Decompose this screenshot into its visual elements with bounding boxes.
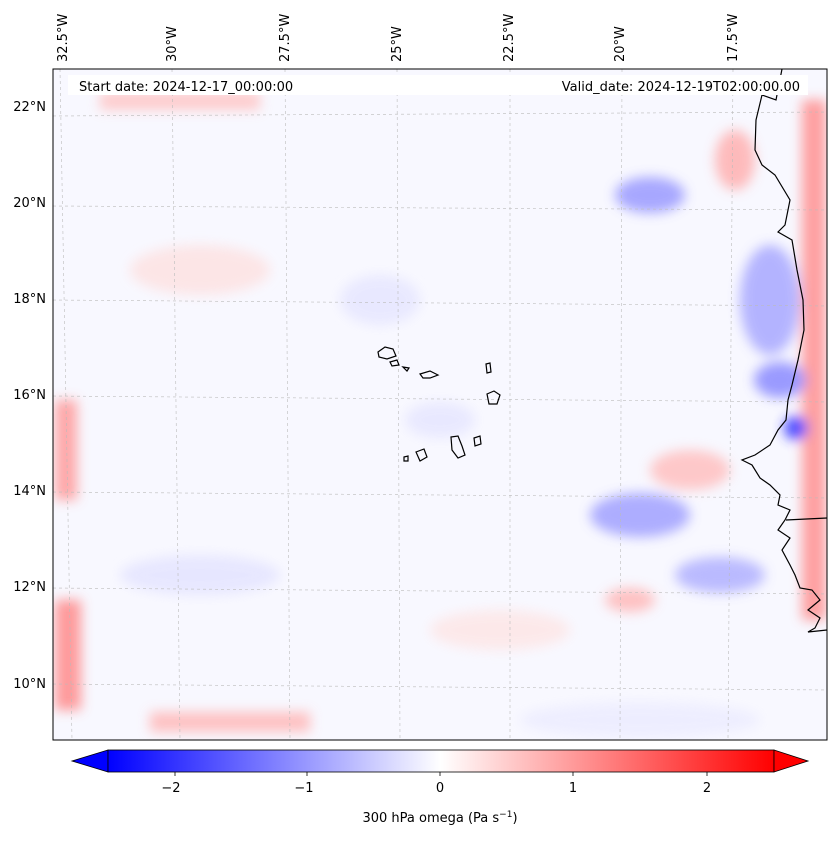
lon-label: 20°W [613,26,628,62]
omega-faint-patch [430,610,570,650]
lat-label: 16°N [13,388,46,403]
omega-blue-patch [740,245,800,355]
omega-red-band-east [802,100,826,620]
lat-label: 14°N [13,484,46,499]
omega-faint-patch [130,245,270,295]
colorbar-ticks [175,772,707,776]
omega-faint-patch [405,402,475,438]
omega-red-patch [715,130,755,190]
omega-red-band-bottom [150,712,310,732]
colorbar-label-end: ) [512,811,517,826]
lat-label: 20°N [13,196,46,211]
omega-blue-patch [675,557,765,593]
colorbar-tick-label: 2 [703,781,711,796]
lat-label: 18°N [13,292,46,307]
omega-faint-patch [520,702,760,738]
colorbar-tick-label: 0 [436,781,444,796]
colorbar-label-superscript: −1 [499,810,512,820]
omega-map-figure: Start date: 2024-12-17_00:00:00 Valid_da… [0,0,837,839]
lat-label: 22°N [13,100,46,115]
valid-date-label: Valid_date: 2024-12-19T02:00:00.00 [562,80,800,95]
omega-blue-patch [754,362,806,398]
omega-red-band-west [55,400,77,500]
lat-label: 12°N [13,580,46,595]
omega-red-band-west-south [55,600,81,710]
colorbar-bar [108,750,774,772]
latitude-labels: 22°N 20°N 18°N 16°N 14°N 12°N 10°N [13,100,46,692]
lon-label: 27.5°W [278,14,293,62]
lon-label: 32.5°W [56,14,71,62]
omega-red-patch [605,588,655,612]
omega-blue-patch-strong [784,416,808,440]
colorbar: −2 −1 0 1 2 300 hPa omega (Pa s−1) [72,750,808,826]
longitude-labels: 32.5°W 30°W 27.5°W 25°W 22.5°W 20°W 17.5… [56,14,741,62]
lon-label: 30°W [165,26,180,62]
lon-label: 22.5°W [502,14,517,62]
colorbar-extend-max [774,750,808,772]
colorbar-label: 300 hPa omega (Pa s−1) [362,810,517,826]
colorbar-label-main: 300 hPa omega (Pa s [362,811,499,826]
omega-blue-patch [590,493,690,537]
map-panel: Start date: 2024-12-17_00:00:00 Valid_da… [53,69,827,740]
omega-red-patch [650,450,730,490]
omega-blue-patch [615,177,685,213]
colorbar-extend-min [72,750,108,772]
colorbar-tick-label: 1 [569,781,577,796]
lat-label: 10°N [13,677,46,692]
lon-label: 17.5°W [726,14,741,62]
lon-label: 25°W [390,26,405,62]
colorbar-tick-label: −1 [294,781,313,796]
omega-faint-patch [340,275,420,325]
start-date-label: Start date: 2024-12-17_00:00:00 [79,80,293,95]
colorbar-tick-label: −2 [161,781,180,796]
